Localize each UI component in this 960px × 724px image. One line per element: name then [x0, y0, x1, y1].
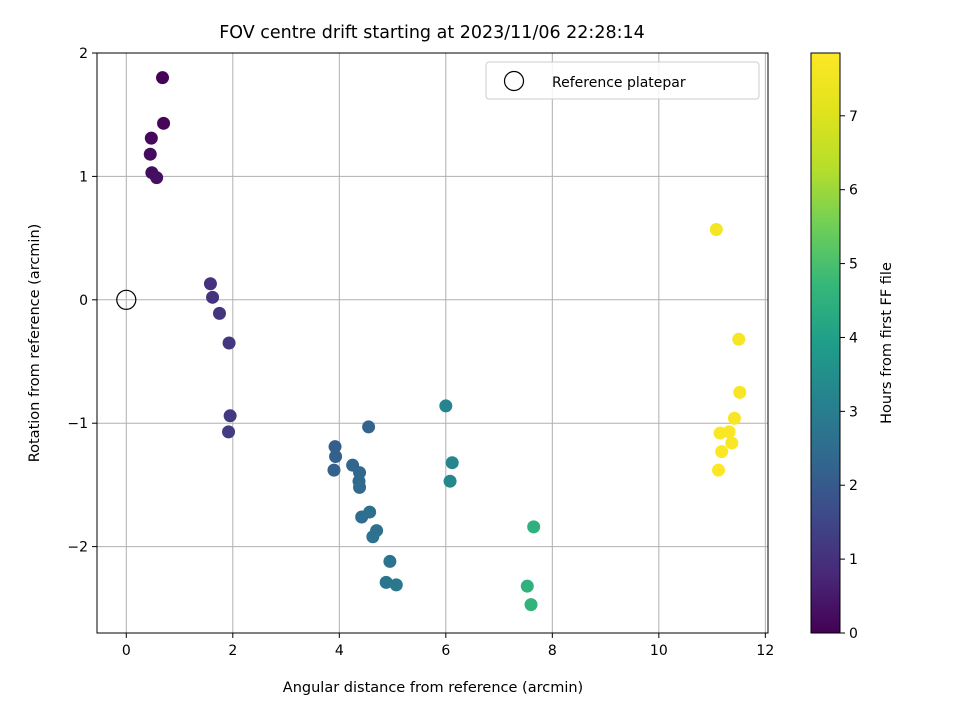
plot-frame: [96, 52, 769, 634]
x-tick-label: 4: [335, 643, 344, 659]
y-tick-label: 1: [79, 169, 88, 185]
x-tick-label: 6: [441, 643, 450, 659]
data-point: [527, 520, 541, 534]
legend-marker: [503, 70, 525, 92]
legend-label: Reference platepar: [552, 75, 686, 91]
grid: [97, 52, 768, 633]
reference-platepar-marker: [116, 289, 137, 310]
data-point: [732, 332, 746, 346]
data-point: [328, 440, 342, 454]
colorbar-ticks: 0 1 2 3 4 5 6 7: [840, 109, 858, 642]
data-point: [223, 409, 237, 423]
data-point: [520, 579, 534, 593]
data-point: [439, 399, 453, 413]
colorbar-tick-label: 7: [849, 109, 858, 125]
colorbar-tick-label: 6: [849, 183, 858, 199]
data-point: [156, 71, 170, 85]
data-point: [353, 480, 367, 494]
colorbar-tick-label: 5: [849, 257, 858, 273]
x-tick-label: 0: [122, 643, 131, 659]
x-axis-label: Angular distance from reference (arcmin): [283, 680, 583, 696]
colorbar-tick-label: 0: [849, 626, 858, 642]
data-point: [443, 474, 457, 488]
data-point: [206, 290, 220, 304]
x-tick-label: 10: [650, 643, 668, 659]
data-point: [157, 116, 171, 130]
data-point: [363, 505, 377, 519]
data-point: [715, 445, 729, 459]
colorbar-gradient: [810, 52, 841, 634]
legend: Reference platepar: [485, 61, 760, 100]
x-tick-label: 12: [756, 643, 774, 659]
data-point: [222, 336, 236, 350]
colorbar-label: Hours from first FF file: [879, 262, 895, 424]
data-point: [709, 222, 723, 236]
data-point: [383, 554, 397, 568]
data-point: [366, 530, 380, 544]
data-point: [150, 171, 164, 185]
data-point: [713, 426, 727, 440]
colorbar: 0 1 2 3 4 5 6 7 Hours from first FF file: [810, 52, 895, 642]
data-point: [725, 436, 739, 450]
data-point: [144, 131, 158, 145]
data-point: [733, 385, 747, 399]
chart-title: FOV centre drift starting at 2023/11/06 …: [219, 23, 645, 43]
colorbar-tick-label: 1: [849, 552, 858, 568]
y-tick-label: −2: [67, 540, 88, 556]
colorbar-tick-label: 3: [849, 404, 858, 420]
data-point: [727, 411, 741, 425]
data-point: [143, 147, 157, 161]
colorbar-tick-label: 4: [849, 330, 858, 346]
data-point: [379, 575, 393, 589]
data-point: [445, 456, 459, 470]
y-tick-label: 2: [79, 46, 88, 62]
legend-box: [485, 61, 760, 100]
colorbar-tick-label: 2: [849, 478, 858, 494]
data-point: [524, 598, 538, 612]
y-tick-label: 0: [79, 293, 88, 309]
y-axis-label: Rotation from reference (arcmin): [27, 224, 43, 463]
data-point: [203, 277, 217, 291]
data-point: [327, 463, 341, 477]
y-axis: −2 −1 0 1 2: [67, 46, 97, 556]
x-tick-label: 2: [228, 643, 237, 659]
data-point: [329, 450, 343, 464]
data-point: [222, 425, 236, 439]
x-axis: 0 2 4 6 8 10 12: [122, 633, 774, 659]
data-point: [362, 420, 376, 434]
x-tick-label: 8: [548, 643, 557, 659]
data-point: [212, 306, 226, 320]
data-point: [711, 463, 725, 477]
data-point: [389, 578, 403, 592]
y-tick-label: −1: [67, 416, 88, 432]
data-points: [116, 71, 747, 612]
